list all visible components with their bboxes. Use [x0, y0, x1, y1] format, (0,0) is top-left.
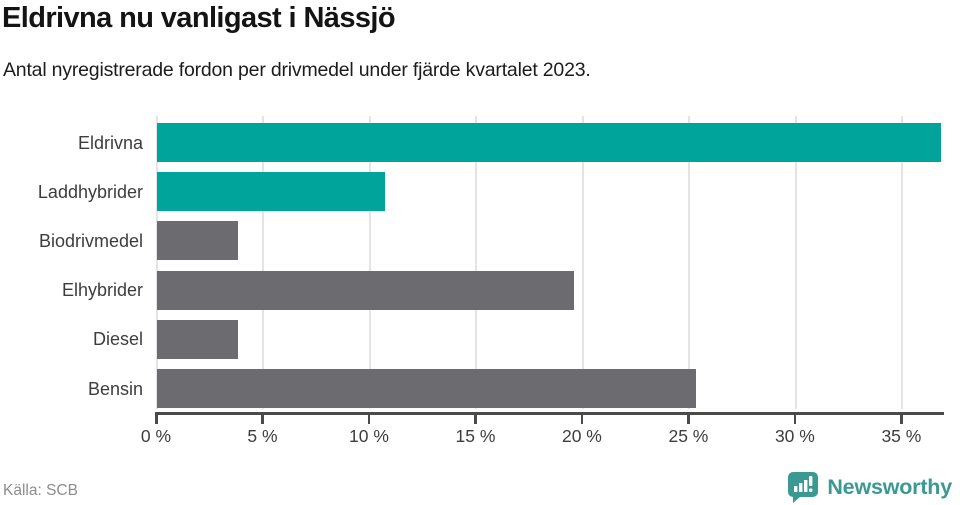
x-tick — [474, 412, 477, 424]
bar-diesel — [157, 319, 238, 359]
category-label: Laddhybrider — [37, 181, 143, 202]
category-label: Diesel — [92, 329, 143, 350]
x-tick — [687, 412, 690, 424]
bar-eldrivna — [157, 123, 941, 162]
x-tick — [155, 412, 158, 424]
bar-elhybrider — [157, 270, 575, 310]
x-tick-label: 25 % — [668, 426, 709, 446]
x-tick — [900, 412, 903, 424]
x-tick — [793, 412, 797, 424]
newsworthy-logo[interactable]: Newsworthy — [786, 471, 952, 503]
x-tick-label: 30 % — [774, 426, 815, 446]
chart-subtitle: Antal nyregistrerade fordon per drivmede… — [3, 59, 591, 81]
category-label: Elhybrider — [61, 280, 143, 301]
x-axis-line — [156, 412, 944, 415]
x-tick — [367, 412, 371, 424]
chart-title: Eldrivna nu vanligast i Nässjö — [2, 2, 396, 34]
gridline — [262, 116, 265, 409]
gridline — [368, 116, 371, 409]
source-note: Källa: SCB — [3, 482, 78, 499]
newsworthy-logo-icon — [786, 471, 819, 503]
x-tick-label: 5 % — [247, 426, 278, 446]
x-tick — [261, 412, 264, 424]
x-tick-label: 0 % — [140, 426, 172, 446]
newsworthy-logo-text: Newsworthy — [827, 474, 952, 499]
gridline — [901, 116, 904, 409]
x-tick-label: 35 % — [881, 426, 922, 446]
category-label: Bensin — [87, 378, 143, 399]
plot-region — [156, 116, 944, 412]
bar-laddhybrider — [157, 172, 385, 212]
bar-bensin — [157, 369, 696, 408]
gridline — [688, 116, 691, 409]
gridline — [794, 116, 797, 409]
bar-biodrivmedel — [157, 221, 238, 261]
x-tick-label: 15 % — [455, 426, 496, 446]
x-tick-label: 20 % — [561, 426, 602, 446]
gridline — [475, 116, 478, 409]
category-label: Eldrivna — [77, 132, 143, 153]
x-tick-label: 10 % — [349, 426, 389, 446]
category-label: Biodrivmedel — [38, 230, 143, 251]
gridline — [581, 116, 584, 409]
x-tick — [580, 412, 584, 424]
gridline — [156, 116, 158, 409]
